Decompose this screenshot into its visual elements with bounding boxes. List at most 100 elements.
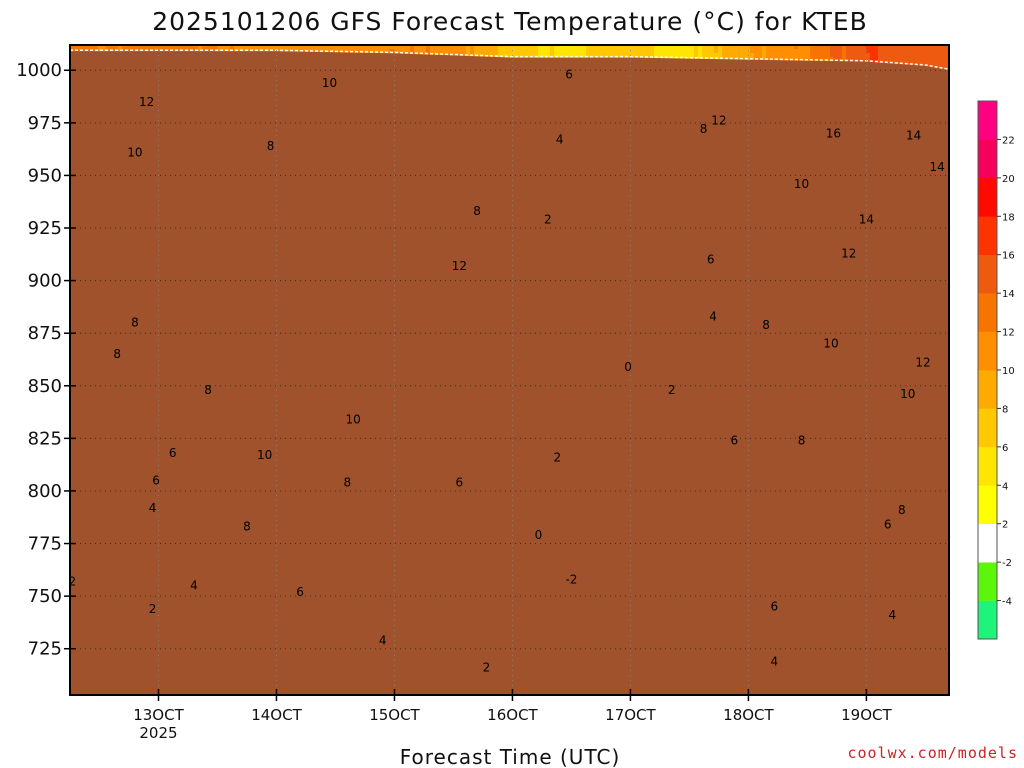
temperature-cell	[602, 49, 607, 54]
temperature-cell	[534, 53, 539, 58]
temperature-cell	[218, 45, 223, 50]
temperature-cell	[134, 45, 139, 50]
temperature-cell	[910, 57, 915, 62]
temperature-cell	[790, 53, 795, 58]
temperature-cell	[382, 49, 387, 54]
temperature-cell	[374, 45, 379, 50]
temperature-cell	[682, 49, 687, 54]
temperature-cell	[562, 53, 567, 58]
temperature-cell	[314, 45, 319, 50]
temperature-cell	[418, 49, 423, 54]
temperature-cell	[834, 49, 839, 54]
temperature-cell	[606, 45, 611, 50]
temperature-cell	[90, 45, 95, 50]
temperature-cell	[878, 57, 883, 62]
temperature-cell	[450, 53, 455, 58]
temperature-cell	[862, 57, 867, 62]
temperature-cell	[806, 53, 811, 58]
temperature-cell	[550, 49, 555, 54]
temperature-cell	[462, 49, 467, 54]
temperature-cell	[742, 57, 747, 62]
temperature-cell	[402, 45, 407, 50]
temperature-cell	[934, 45, 939, 50]
temperature-cell	[834, 53, 839, 58]
temperature-cell	[598, 49, 603, 54]
temperature-cell	[654, 53, 659, 58]
temperature-cell	[898, 53, 903, 58]
temperature-cell	[858, 57, 863, 62]
temperature-cell	[342, 49, 347, 54]
temperature-cell	[170, 45, 175, 50]
temperature-cell	[946, 45, 949, 50]
temperature-cell	[114, 45, 119, 50]
temperature-cell	[282, 49, 287, 54]
temperature-cell	[282, 45, 287, 50]
temperature-cell	[582, 53, 587, 58]
temperature-cell	[590, 49, 595, 54]
temperature-cell	[438, 49, 443, 54]
temperature-cell	[802, 53, 807, 58]
temperature-cell	[690, 49, 695, 54]
temperature-cell	[490, 49, 495, 54]
temperature-cell	[78, 45, 83, 50]
temperature-cell	[798, 53, 803, 58]
temperature-cell	[470, 49, 475, 54]
temperature-cell	[874, 53, 879, 58]
temperature-cell	[658, 45, 663, 50]
temperature-cell	[786, 57, 791, 62]
temperature-cell	[426, 49, 431, 54]
temperature-cell	[670, 45, 675, 50]
temperature-cell	[570, 49, 575, 54]
temperature-cell	[234, 45, 239, 50]
temperature-cell	[810, 45, 815, 50]
temperature-cell	[362, 49, 367, 54]
temperature-cell	[526, 45, 531, 50]
temperature-cell	[930, 57, 935, 62]
temperature-cell	[886, 57, 891, 62]
temperature-cell	[718, 45, 723, 50]
temperature-cell	[86, 45, 91, 50]
temperature-cell	[306, 49, 311, 54]
temperature-cell	[554, 45, 559, 50]
temperature-cell	[586, 49, 591, 54]
temperature-cell	[714, 49, 719, 54]
temperature-cell	[370, 45, 375, 50]
temperature-cell	[390, 45, 395, 50]
temperature-cell	[698, 49, 703, 54]
temperature-cell	[890, 49, 895, 54]
temperature-cell	[486, 45, 491, 50]
temperature-cell	[510, 45, 515, 50]
temperature-cell	[882, 45, 887, 50]
temperature-cell	[562, 45, 567, 50]
temperature-cell	[938, 53, 943, 58]
temperature-cell	[534, 45, 539, 50]
temperature-cell	[762, 45, 767, 50]
temperature-cell	[882, 53, 887, 58]
temperature-cell	[838, 57, 843, 62]
temperature-cell	[750, 45, 755, 50]
temperature-cell	[758, 49, 763, 54]
temperature-cell	[494, 49, 499, 54]
temperature-cell	[354, 45, 359, 50]
temperature-cell	[858, 45, 863, 50]
temperature-cell	[594, 53, 599, 58]
temperature-cell	[794, 49, 799, 54]
temperature-cell	[858, 53, 863, 58]
temperature-cell	[254, 45, 259, 50]
temperature-cell	[374, 49, 379, 54]
temperature-cell	[498, 53, 503, 58]
temperature-cell	[726, 49, 731, 54]
temperature-cell	[918, 57, 923, 62]
temperature-cell	[802, 49, 807, 54]
temperature-cell	[754, 53, 759, 58]
temperature-cell	[866, 57, 871, 62]
temperature-cell	[658, 49, 663, 54]
temperature-cell	[926, 57, 931, 62]
temperature-cell	[558, 49, 563, 54]
temperature-cell	[702, 53, 707, 58]
temperature-cell	[734, 57, 739, 62]
temperature-cell	[530, 49, 535, 54]
temperature-cell	[586, 53, 591, 58]
temperature-cell	[622, 49, 627, 54]
